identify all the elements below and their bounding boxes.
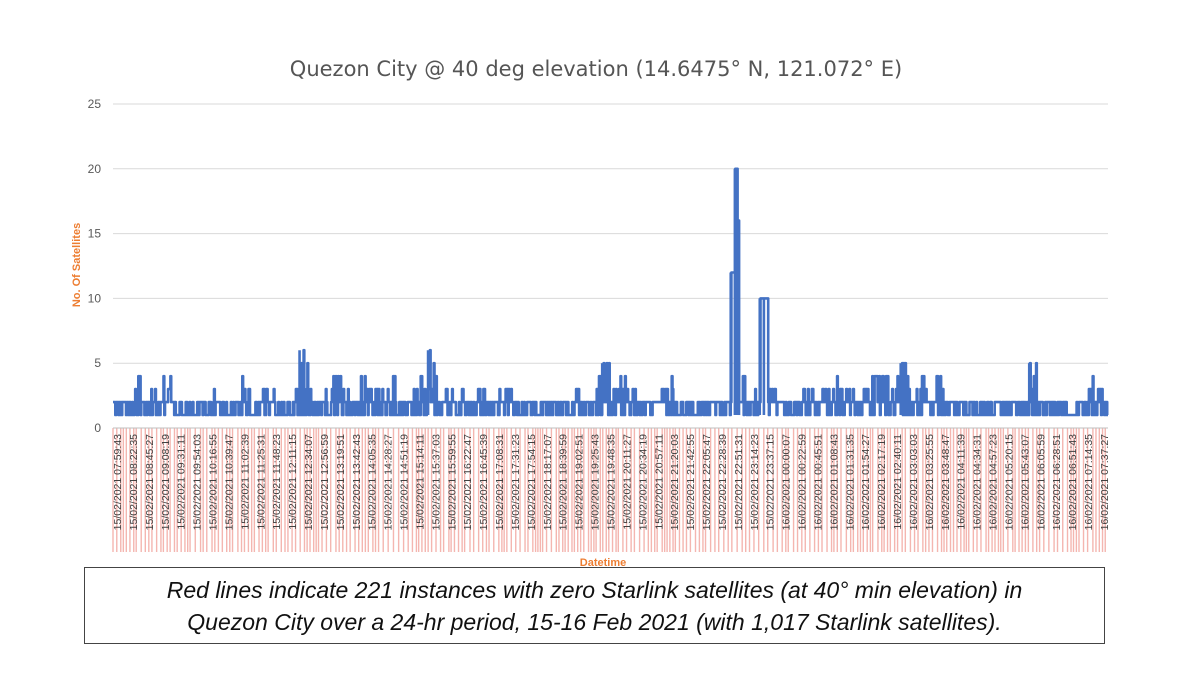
x-tick-label: 16/02/2021 04:34:31 bbox=[972, 434, 984, 531]
x-tick-label: 15/02/2021 08:45:27 bbox=[144, 434, 156, 531]
y-tick-label: 5 bbox=[94, 356, 101, 370]
x-tick-label: 16/02/2021 00:45:51 bbox=[813, 434, 825, 531]
x-tick-label: 16/02/2021 06:05:59 bbox=[1035, 434, 1047, 531]
x-tick-label: 16/02/2021 01:08:43 bbox=[828, 434, 840, 531]
caption-text: Red lines indicate 221 instances with ze… bbox=[167, 574, 1023, 638]
x-tick-label: 16/02/2021 04:11:39 bbox=[956, 434, 968, 530]
x-tick-label: 15/02/2021 17:31:23 bbox=[510, 434, 522, 531]
x-tick-label: 16/02/2021 02:17:19 bbox=[876, 434, 888, 531]
x-tick-label: 15/02/2021 20:11:27 bbox=[621, 434, 633, 530]
y-tick-label: 10 bbox=[88, 291, 102, 305]
x-tick-label: 15/02/2021 14:05:35 bbox=[367, 434, 379, 531]
x-tick-label: 15/02/2021 20:34:19 bbox=[637, 434, 649, 531]
x-tick-label: 15/02/2021 23:37:15 bbox=[765, 434, 777, 531]
x-tick-label: 15/02/2021 10:16:55 bbox=[208, 434, 220, 531]
x-tick-label: 16/02/2021 06:51:43 bbox=[1067, 434, 1079, 531]
x-tick-label: 15/02/2021 19:02:51 bbox=[574, 434, 586, 531]
x-tick-label: 15/02/2021 13:42:43 bbox=[351, 434, 363, 531]
y-axis-ticks: 0 5 10 15 20 25 bbox=[88, 97, 102, 435]
x-tick-label: 15/02/2021 22:05:47 bbox=[701, 434, 713, 531]
x-tick-label: 15/02/2021 22:51:31 bbox=[733, 434, 745, 531]
x-tick-label: 15/02/2021 12:11:15 bbox=[287, 434, 299, 530]
x-tick-label: 15/02/2021 17:08:31 bbox=[494, 434, 506, 531]
x-tick-label: 16/02/2021 03:25:55 bbox=[924, 434, 936, 531]
x-tick-label: 15/02/2021 11:25:31 bbox=[255, 434, 267, 530]
y-tick-label: 15 bbox=[88, 227, 102, 241]
x-axis-ticks: 15/02/2021 07:59:43 15/02/2021 08:22:35 15… bbox=[112, 434, 1111, 531]
x-tick-label: 15/02/2021 14:28:27 bbox=[383, 434, 395, 531]
series-line bbox=[112, 167, 1109, 417]
y-axis-label: No. Of Satellites bbox=[71, 223, 83, 307]
x-tick-label: 15/02/2021 08:22:35 bbox=[128, 434, 140, 531]
x-tick-label: 15/02/2021 07:59:43 bbox=[112, 434, 124, 531]
x-tick-label: 15/02/2021 18:39:59 bbox=[558, 434, 570, 531]
x-tick-label: 15/02/2021 12:34:07 bbox=[303, 434, 315, 531]
gridlines bbox=[113, 103, 1108, 429]
caption-line-1: Red lines indicate 221 instances with ze… bbox=[166, 576, 1023, 603]
x-tick-label: 15/02/2021 22:28:39 bbox=[717, 434, 729, 531]
x-tick-label: 15/02/2021 12:56:59 bbox=[319, 434, 331, 531]
x-tick-label: 15/02/2021 15:37:03 bbox=[430, 434, 442, 531]
x-tick-label: 15/02/2021 14:51:19 bbox=[399, 434, 411, 531]
caption-box: Red lines indicate 221 instances with ze… bbox=[84, 567, 1105, 644]
y-tick-label: 20 bbox=[88, 162, 102, 176]
x-tick-label: 16/02/2021 03:03:03 bbox=[908, 434, 920, 531]
x-tick-label: 16/02/2021 00:00:07 bbox=[781, 434, 793, 531]
x-tick-label: 16/02/2021 02:40:11 bbox=[892, 434, 904, 530]
x-tick-label: 16/02/2021 01:31:35 bbox=[844, 434, 856, 531]
x-tick-label: 15/02/2021 11:02:39 bbox=[239, 434, 251, 530]
x-tick-label: 16/02/2021 01:54:27 bbox=[860, 434, 872, 531]
x-tick-label: 16/02/2021 00:22:59 bbox=[797, 434, 809, 531]
x-tick-label: 15/02/2021 09:31:11 bbox=[176, 434, 188, 530]
x-tick-label: 15/02/2021 15:14:11 bbox=[415, 434, 427, 530]
chart-title: Quezon City @ 40 deg elevation (14.6475°… bbox=[290, 57, 902, 81]
x-tick-label: 16/02/2021 07:37:27 bbox=[1099, 434, 1111, 531]
x-tick-label: 16/02/2021 05:43:07 bbox=[1019, 434, 1031, 531]
zero-satellite-markers bbox=[112, 428, 1106, 552]
x-tick-label: 16/02/2021 06:28:51 bbox=[1051, 434, 1063, 531]
x-tick-label: 15/02/2021 21:20:03 bbox=[669, 434, 681, 531]
x-tick-label: 15/02/2021 13:19:51 bbox=[335, 434, 347, 531]
x-tick-label: 15/02/2021 09:08:19 bbox=[160, 434, 172, 531]
x-tick-label: 15/02/2021 16:45:39 bbox=[478, 434, 490, 531]
x-tick-label: 15/02/2021 17:54:15 bbox=[526, 434, 538, 531]
x-tick-label: 15/02/2021 18:17:07 bbox=[542, 434, 554, 531]
x-tick-label: 15/02/2021 19:25:43 bbox=[590, 434, 602, 531]
x-tick-label: 15/02/2021 19:48:35 bbox=[606, 434, 618, 531]
y-tick-label: 0 bbox=[94, 421, 101, 435]
x-tick-label: 15/02/2021 21:42:55 bbox=[685, 434, 697, 531]
x-tick-label: 15/02/2021 09:54:03 bbox=[192, 434, 204, 531]
x-tick-label: 16/02/2021 04:57:23 bbox=[988, 434, 1000, 531]
x-tick-label: 15/02/2021 23:14:23 bbox=[749, 434, 761, 531]
x-axis-label: Datetime bbox=[580, 557, 626, 569]
caption-line-2: Quezon City over a 24-hr period, 15-16 F… bbox=[187, 608, 1002, 635]
x-tick-label: 15/02/2021 10:39:47 bbox=[223, 434, 235, 531]
x-tick-label: 15/02/2021 11:48:23 bbox=[271, 434, 283, 530]
x-tick-label: 15/02/2021 16:22:47 bbox=[462, 434, 474, 531]
x-tick-label: 16/02/2021 05:20:15 bbox=[1004, 434, 1016, 531]
x-tick-label: 16/02/2021 03:48:47 bbox=[940, 434, 952, 531]
y-tick-label: 25 bbox=[88, 97, 102, 111]
x-tick-label: 16/02/2021 07:14:35 bbox=[1083, 434, 1095, 531]
x-tick-label: 15/02/2021 20:57:11 bbox=[653, 434, 665, 530]
satellite-count-series bbox=[112, 167, 1109, 417]
x-tick-label: 15/02/2021 15:59:55 bbox=[446, 434, 458, 531]
